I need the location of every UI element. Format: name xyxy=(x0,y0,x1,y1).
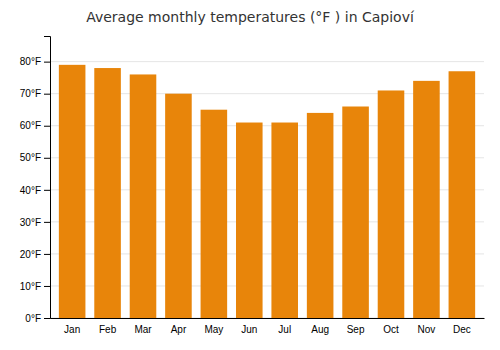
bar xyxy=(449,71,476,318)
y-tick-label: 60°F xyxy=(20,120,41,131)
y-tick: 50°F xyxy=(20,152,50,163)
y-tick-mark xyxy=(44,222,50,223)
y-tick: 30°F xyxy=(20,217,50,228)
y-tick-mark xyxy=(44,286,50,287)
x-tick-label: Jan xyxy=(64,324,80,335)
x-tick: Dec xyxy=(453,324,471,335)
x-tick: May xyxy=(204,324,223,335)
x-tick-label: Apr xyxy=(171,324,187,335)
x-tick-label: Jun xyxy=(241,324,257,335)
y-tick-mark xyxy=(44,190,50,191)
x-tick-label: Jul xyxy=(278,324,291,335)
y-tick-mark xyxy=(44,126,50,127)
title: Average monthly temperatures (°F ) in Ca… xyxy=(86,9,415,25)
bar xyxy=(413,81,440,318)
y-tick: 40°F xyxy=(20,185,50,196)
y-tick-label: 20°F xyxy=(20,249,41,260)
x-tick: Mar xyxy=(134,324,152,335)
y-tick-mark xyxy=(44,254,50,255)
bar xyxy=(342,107,369,319)
x-axis-line xyxy=(51,318,485,319)
y-tick-label: 10°F xyxy=(20,281,41,292)
bar xyxy=(94,68,121,318)
y-tick-mark xyxy=(44,158,50,159)
plot: 0°F 10°F 20°F 30°F 40°F 50°F 60°F 70°F 80°F Jan Fe… xyxy=(20,37,485,336)
y-tick-mark xyxy=(44,94,50,95)
x-tick-label: Nov xyxy=(418,324,436,335)
y-tick: 10°F xyxy=(20,281,50,292)
x-tick-label: May xyxy=(204,324,223,335)
x-tick-label: Aug xyxy=(311,324,329,335)
grid xyxy=(50,62,484,318)
y-tick: 70°F xyxy=(20,88,50,99)
y-tick-label: 0°F xyxy=(25,313,41,324)
x-tick-label: Feb xyxy=(99,324,117,335)
x-tick: Jan xyxy=(64,324,80,335)
y-tick-label: 40°F xyxy=(20,185,41,196)
y-tick: 60°F xyxy=(20,120,50,131)
x-tick: Sep xyxy=(347,324,365,335)
x-tick: Jul xyxy=(278,324,291,335)
bar xyxy=(378,90,405,318)
x-tick-label: Dec xyxy=(453,324,471,335)
x-tick-label: Oct xyxy=(383,324,399,335)
bar xyxy=(130,74,157,318)
y-tick-mark xyxy=(44,318,50,319)
bars xyxy=(59,65,475,318)
bar xyxy=(271,123,298,318)
x-tick-label: Sep xyxy=(347,324,365,335)
x-tick: Oct xyxy=(383,324,399,335)
x-axis: Jan Feb Mar Apr May Jun Jul Aug Sep Oct Nov Dec xyxy=(51,319,485,336)
bar xyxy=(307,113,334,318)
bar xyxy=(165,94,192,318)
bar xyxy=(201,110,228,318)
y-tick-mark xyxy=(44,62,50,63)
y-tick-label: 70°F xyxy=(20,88,41,99)
y-tick-label: 80°F xyxy=(20,56,41,67)
y-axis: 0°F 10°F 20°F 30°F 40°F 50°F 60°F 70°F 80°F xyxy=(20,37,51,324)
x-tick: Feb xyxy=(99,324,117,335)
x-tick-label: Mar xyxy=(134,324,152,335)
x-tick: Jun xyxy=(241,324,257,335)
bar xyxy=(59,65,86,318)
y-axis-line xyxy=(44,37,51,319)
y-tick: 0°F xyxy=(25,313,50,324)
y-tick-label: 30°F xyxy=(20,217,41,228)
y-tick: 20°F xyxy=(20,249,50,260)
y-tick-label: 50°F xyxy=(20,152,41,163)
chart: 0°F 10°F 20°F 30°F 40°F 50°F 60°F 70°F 80°F Jan Fe… xyxy=(0,0,500,350)
x-tick: Aug xyxy=(311,324,329,335)
x-tick: Apr xyxy=(171,324,187,335)
grid-line xyxy=(50,61,484,62)
y-tick: 80°F xyxy=(20,56,50,67)
x-tick: Nov xyxy=(418,324,436,335)
bar xyxy=(236,123,263,318)
